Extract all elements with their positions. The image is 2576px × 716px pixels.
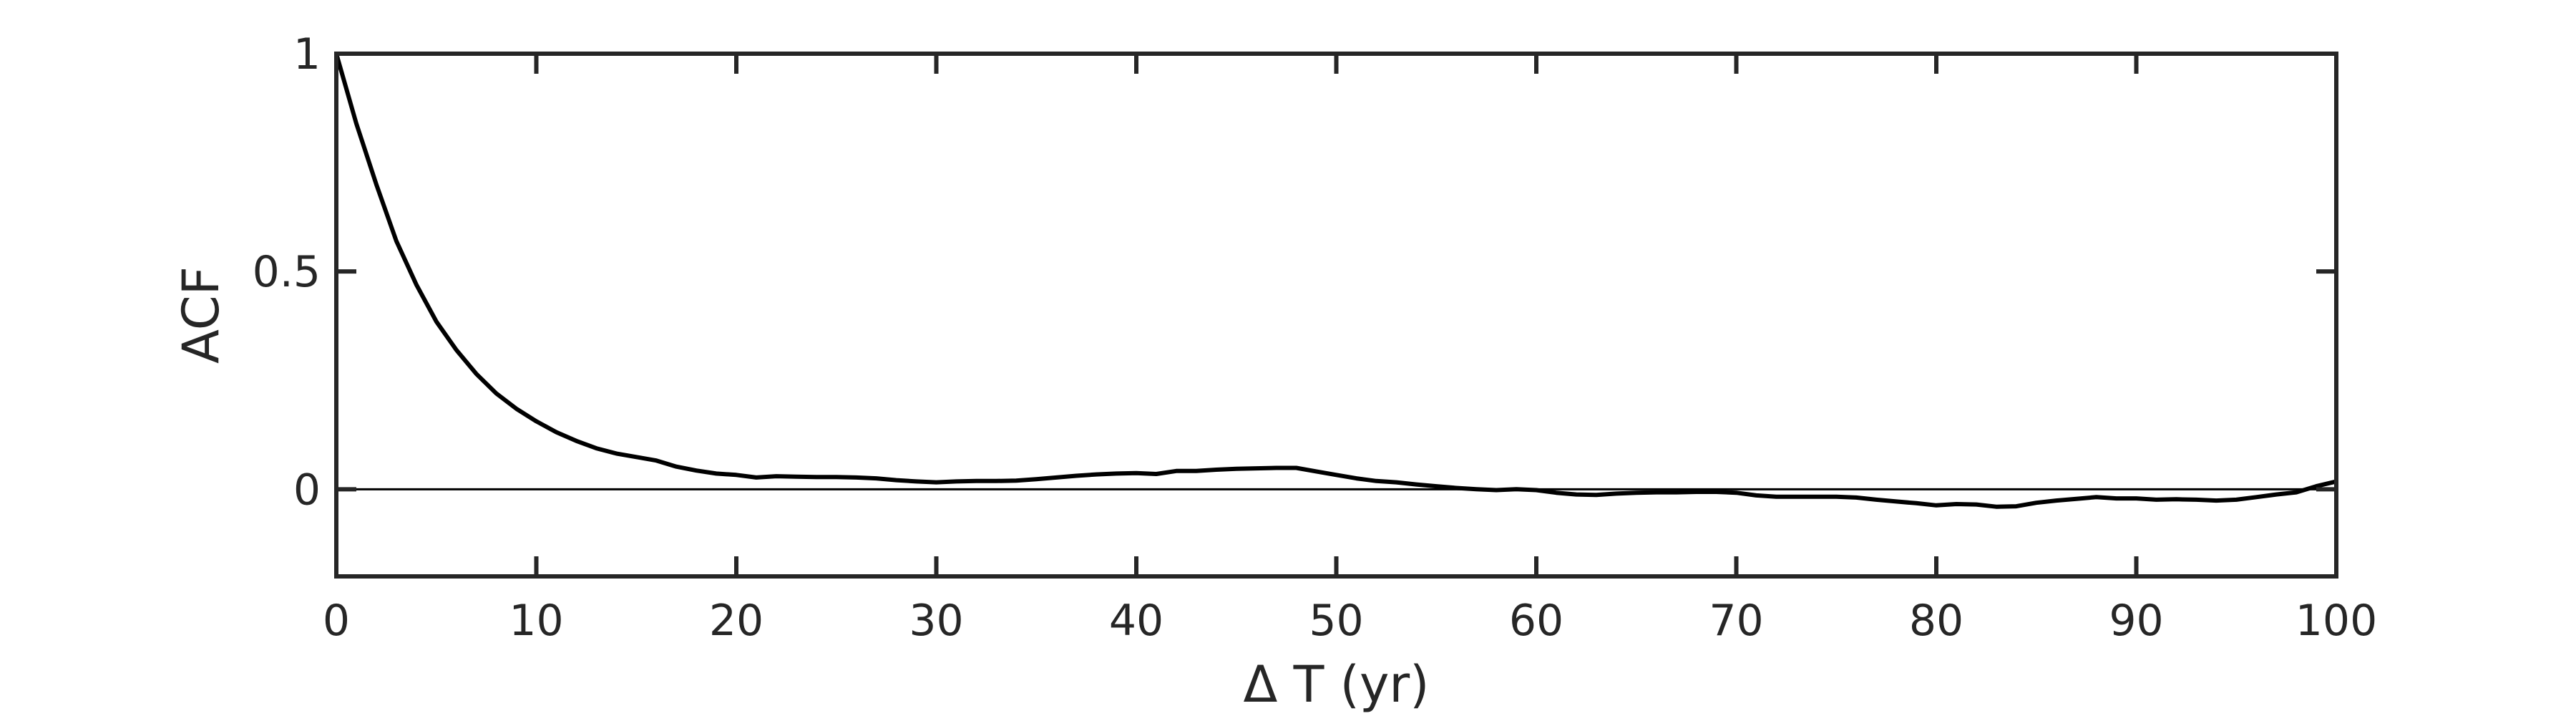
y-tick-label: 1 [293, 29, 321, 79]
x-tick-label: 70 [1709, 596, 1763, 646]
x-tick-label: 100 [2296, 596, 2378, 646]
y-tick-label: 0.5 [253, 247, 321, 297]
ticks-layer [334, 52, 2338, 576]
plot-frame [334, 52, 2338, 579]
x-tick-label: 20 [709, 596, 763, 646]
x-tick-label: 30 [909, 596, 963, 646]
y-tick-label: 0 [293, 465, 321, 515]
x-tick-label: 90 [2109, 596, 2163, 646]
x-tick-label: 0 [323, 596, 350, 646]
series-layer [334, 52, 2338, 509]
x-tick-label: 40 [1109, 596, 1163, 646]
y-axis-label: ACF [172, 266, 230, 364]
x-tick-label: 80 [1909, 596, 1963, 646]
x-tick-label: 10 [509, 596, 563, 646]
x-axis-label: Δ T (yr) [1244, 655, 1430, 714]
x-tick-label: 60 [1509, 596, 1563, 646]
acf-series-line [334, 52, 2338, 509]
x-tick-label: 50 [1309, 596, 1363, 646]
tick-labels-layer: 0 10 20 30 40 50 60 70 80 90 100 0 0.5 1 [253, 29, 2378, 646]
